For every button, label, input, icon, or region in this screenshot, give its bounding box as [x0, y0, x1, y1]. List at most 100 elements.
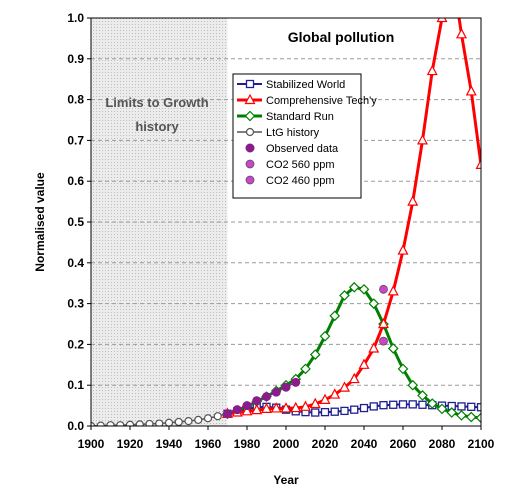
legend-label: CO2 560 ppm	[266, 159, 334, 171]
data-point	[369, 402, 378, 411]
data-point	[368, 342, 380, 353]
legend-item-stabilized-world: Stabilized World	[237, 79, 345, 91]
x-tick-label: 1980	[234, 437, 261, 451]
data-point	[417, 134, 428, 145]
data-point	[262, 392, 271, 402]
data-point	[300, 400, 311, 411]
x-tick-label: 2020	[312, 437, 339, 451]
data-point	[456, 410, 467, 421]
y-axis-ticks: 0.0 0.1 0.2 0.3 0.4 0.5 0.6 0.7 0.8 0.9 1.0	[67, 11, 91, 433]
y-axis-title: Normalised value	[33, 172, 47, 272]
data-point	[280, 402, 292, 413]
legend-swatch-marker	[244, 110, 256, 122]
data-point	[378, 317, 389, 329]
data-point	[397, 363, 409, 375]
legend-item-co2-460-ppm: CO2 460 ppm	[245, 175, 334, 187]
legend-swatch-marker	[245, 143, 255, 153]
legend-item-co2-560-ppm: CO2 560 ppm	[245, 159, 334, 171]
data-point	[184, 417, 193, 426]
data-point	[348, 281, 360, 293]
data-point	[465, 411, 477, 423]
data-point	[426, 398, 438, 409]
data-point	[340, 406, 349, 416]
data-point	[213, 412, 222, 421]
history-shaded-region	[91, 18, 228, 426]
data-point	[397, 244, 409, 255]
data-point	[330, 407, 339, 416]
legend-item-observed-data: Observed data	[245, 143, 339, 155]
data-point	[194, 415, 203, 424]
legend-label: Observed data	[266, 143, 339, 155]
data-point	[398, 400, 408, 409]
data-point	[476, 403, 481, 412]
data-point	[379, 401, 388, 410]
series-co2-460-ppm	[379, 336, 388, 346]
legend-label: Standard Run	[266, 111, 334, 123]
series-comprehensive-tech-y	[222, 18, 481, 418]
data-point	[417, 390, 428, 401]
history-label-line2: history	[135, 119, 179, 134]
data-point	[311, 408, 320, 417]
y-tick-label: 0.5	[67, 215, 84, 229]
data-point	[418, 400, 427, 409]
data-point	[446, 407, 458, 418]
x-tick-label: 2040	[351, 437, 378, 451]
data-point	[309, 397, 321, 409]
data-point	[456, 28, 467, 39]
data-point	[174, 417, 183, 426]
x-tick-label: 1900	[78, 437, 105, 451]
y-tick-label: 0.3	[67, 297, 84, 311]
legend: Stabilized World Comprehensive Tech'y Stan…	[232, 73, 377, 199]
legend-swatch-marker	[245, 79, 255, 89]
data-point	[203, 414, 213, 423]
data-point	[232, 405, 242, 415]
data-point	[467, 402, 476, 411]
data-point	[241, 405, 253, 416]
data-point	[436, 403, 448, 415]
data-point	[252, 396, 262, 406]
x-tick-label: 2100	[468, 437, 495, 451]
data-point	[339, 290, 350, 301]
legend-item-ltg-history: LtG history	[237, 127, 320, 139]
y-tick-label: 0.6	[67, 174, 84, 188]
legend-item-comprehensive-tech-y: Comprehensive Tech'y	[237, 93, 377, 107]
data-point	[135, 420, 144, 426]
gridlines	[91, 58, 481, 386]
y-tick-label: 0.1	[67, 378, 84, 392]
data-point	[426, 64, 438, 76]
data-point	[329, 310, 341, 322]
data-point	[389, 400, 398, 409]
data-point	[91, 421, 96, 426]
data-point	[261, 402, 272, 413]
data-point	[223, 409, 232, 419]
data-point	[329, 388, 341, 399]
y-tick-label: 0.2	[67, 337, 84, 351]
x-axis-ticks: 1900 1920 1940 1960 1980 2000 2020 2040 2060 2080…	[78, 426, 495, 451]
data-point	[319, 393, 331, 404]
legend-swatch-marker	[245, 159, 255, 169]
legend-label: LtG history	[266, 127, 320, 139]
data-point	[319, 330, 331, 342]
data-point	[348, 372, 360, 384]
data-point	[407, 195, 419, 206]
data-point	[164, 418, 174, 426]
x-tick-label: 1940	[156, 437, 183, 451]
data-point	[291, 377, 301, 387]
data-point	[242, 401, 252, 411]
data-point	[155, 419, 164, 426]
data-point	[387, 343, 399, 354]
data-point	[408, 400, 417, 409]
data-point	[358, 283, 370, 295]
series-ltg-history	[91, 409, 232, 426]
y-tick-label: 0.0	[67, 419, 84, 433]
plot-area	[91, 18, 481, 426]
data-point	[379, 336, 388, 346]
data-point	[281, 382, 291, 392]
data-point	[457, 402, 466, 411]
data-point	[300, 363, 311, 375]
series-co2-560-ppm	[379, 284, 388, 294]
legend-swatch-marker	[245, 127, 255, 137]
data-point	[125, 420, 135, 426]
data-point	[358, 358, 370, 369]
y-tick-label: 0.7	[67, 133, 84, 147]
